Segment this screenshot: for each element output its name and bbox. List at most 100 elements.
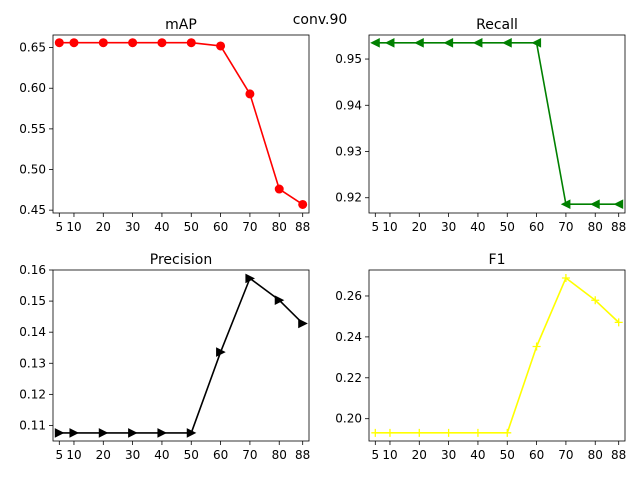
- x-tick-label: 20: [96, 448, 111, 462]
- x-tick-label: 20: [96, 220, 111, 234]
- y-tick-label: 0.16: [19, 263, 46, 277]
- figure-suptitle: conv.90: [293, 12, 348, 28]
- x-tick-label: 5: [371, 448, 379, 462]
- data-point: [561, 273, 570, 282]
- series-line: [59, 277, 304, 434]
- data-point: [502, 38, 512, 48]
- x-tick-label: 30: [125, 220, 140, 234]
- x-tick-label: 50: [184, 448, 199, 462]
- y-tick-label: 0.15: [19, 294, 46, 308]
- x-tick-label: 80: [272, 220, 287, 234]
- axes-frame: [368, 34, 626, 214]
- x-tick-label: 50: [500, 220, 515, 234]
- axes-frame: [368, 269, 626, 442]
- y-tick-label: 0.94: [335, 98, 362, 112]
- y-tick-label: 0.12: [19, 387, 46, 401]
- data-point: [532, 342, 541, 351]
- x-tick-label: 40: [154, 220, 169, 234]
- y-tick-label: 0.60: [19, 81, 46, 95]
- axes-frame: [52, 269, 310, 442]
- subplot-title: Precision: [150, 252, 212, 268]
- y-tick-label: 0.93: [335, 145, 362, 159]
- data-point: [385, 428, 394, 437]
- series-line: [59, 41, 304, 206]
- x-tick-label: 50: [184, 220, 199, 234]
- x-tick-label: 20: [412, 448, 427, 462]
- x-tick-label: 10: [382, 448, 397, 462]
- x-tick-label: 20: [412, 220, 427, 234]
- y-tick-label: 0.92: [335, 191, 362, 205]
- data-point: [444, 428, 453, 437]
- y-tick-label: 0.11: [19, 418, 46, 432]
- data-point: [371, 428, 380, 437]
- data-point: [245, 273, 256, 284]
- y-tick-label: 0.55: [19, 122, 46, 136]
- x-tick-label: 5: [55, 220, 63, 234]
- series-line: [375, 277, 620, 434]
- x-tick-label: 80: [272, 448, 287, 462]
- data-point: [591, 296, 600, 305]
- y-tick-label: 0.24: [335, 330, 362, 344]
- data-point: [503, 428, 512, 437]
- y-tick-label: 0.26: [335, 289, 362, 303]
- x-tick-label: 60: [213, 448, 228, 462]
- x-tick-label: 5: [55, 448, 63, 462]
- x-tick-label: 30: [125, 448, 140, 462]
- data-point: [613, 199, 624, 210]
- y-tick-label: 0.14: [19, 325, 46, 339]
- data-point: [560, 199, 571, 210]
- data-point: [384, 38, 395, 48]
- subplot-2: Recall 5 10 20 30 40 50 60 70 80 88 0.92 0.93 0.94 0.9…: [335, 17, 626, 234]
- x-tick-label: 88: [611, 448, 626, 462]
- axes-frame: [52, 34, 310, 214]
- data-point: [443, 38, 454, 48]
- x-tick-label: 10: [382, 220, 397, 234]
- data-point: [69, 428, 80, 438]
- subplot-title: mAP: [165, 17, 197, 33]
- data-point: [370, 38, 380, 48]
- data-point: [157, 428, 168, 438]
- x-tick-label: 5: [371, 220, 379, 234]
- x-tick-label: 70: [242, 448, 257, 462]
- subplot-4: F1 5 10 20 30 40 50 60 70 80 88 0.20 0.22 0.24 0.26: [335, 252, 626, 462]
- data-point: [157, 38, 167, 48]
- y-tick-label: 0.13: [19, 356, 46, 370]
- x-tick-label: 70: [242, 220, 257, 234]
- x-tick-label: 60: [213, 220, 228, 234]
- x-tick-label: 10: [66, 220, 81, 234]
- data-point: [216, 41, 226, 51]
- data-point: [415, 428, 424, 437]
- series-line: [375, 42, 619, 206]
- y-tick-label: 0.22: [335, 371, 362, 385]
- data-point: [298, 199, 308, 209]
- x-tick-label: 40: [154, 448, 169, 462]
- x-tick-label: 70: [558, 448, 573, 462]
- subplot-3: Precision 5 10 20 30 40 50 60 70 80 88 0.11 0.12 0.13…: [19, 252, 310, 462]
- data-point: [54, 428, 65, 438]
- data-point: [216, 347, 226, 357]
- data-point: [186, 428, 197, 438]
- data-point: [128, 38, 138, 48]
- subplot-title: F1: [489, 252, 506, 268]
- data-point: [69, 38, 79, 48]
- x-tick-label: 80: [588, 448, 603, 462]
- x-tick-label: 88: [611, 220, 626, 234]
- x-tick-label: 40: [470, 448, 485, 462]
- data-point: [614, 318, 623, 327]
- data-point: [98, 428, 109, 438]
- data-point: [186, 38, 196, 48]
- data-point: [274, 184, 284, 194]
- data-point: [414, 38, 424, 48]
- x-tick-label: 88: [295, 220, 310, 234]
- x-tick-label: 80: [588, 220, 603, 234]
- data-point: [128, 428, 138, 438]
- y-tick-label: 0.20: [335, 412, 362, 426]
- x-tick-label: 70: [558, 220, 573, 234]
- y-tick-label: 0.50: [19, 163, 46, 177]
- x-tick-label: 88: [295, 448, 310, 462]
- x-tick-label: 10: [66, 448, 81, 462]
- subplot-1: mAP 5 10 20 30 40 50 60 70 80 88 0.45 0.50 0.55 0.60 0.…: [19, 17, 310, 234]
- y-tick-label: 0.65: [19, 41, 46, 55]
- subplot-title: Recall: [476, 17, 518, 33]
